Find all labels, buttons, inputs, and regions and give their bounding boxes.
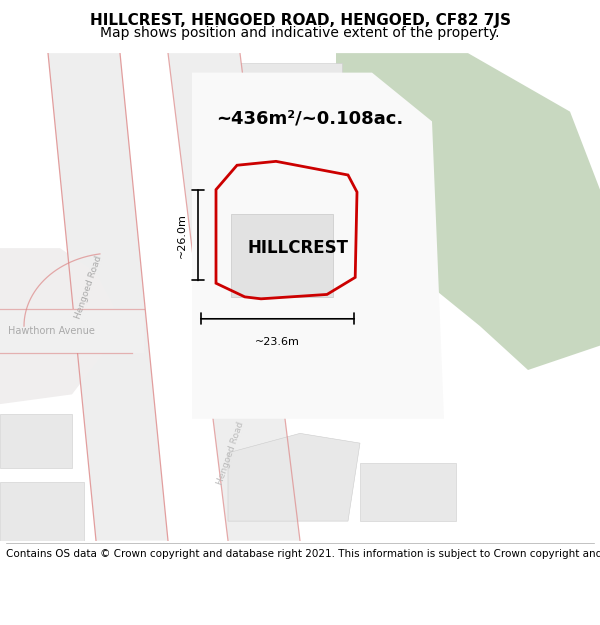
Text: Map shows position and indicative extent of the property.: Map shows position and indicative extent… <box>100 26 500 40</box>
Polygon shape <box>0 482 84 541</box>
Polygon shape <box>336 53 600 370</box>
Text: Hawthorn Avenue: Hawthorn Avenue <box>8 326 94 336</box>
Polygon shape <box>360 462 456 521</box>
Polygon shape <box>228 433 360 521</box>
Text: HILLCREST: HILLCREST <box>248 239 349 257</box>
Text: ~436m²/~0.108ac.: ~436m²/~0.108ac. <box>216 110 403 128</box>
Text: Hengoed Road: Hengoed Road <box>216 420 246 486</box>
Polygon shape <box>168 53 300 541</box>
Text: ~23.6m: ~23.6m <box>255 338 300 348</box>
Polygon shape <box>48 53 168 541</box>
Text: Contains OS data © Crown copyright and database right 2021. This information is : Contains OS data © Crown copyright and d… <box>6 549 600 559</box>
Text: Hengoed Road: Hengoed Road <box>74 254 104 320</box>
Polygon shape <box>0 414 72 468</box>
Polygon shape <box>0 248 114 404</box>
Polygon shape <box>204 63 342 121</box>
Text: ~26.0m: ~26.0m <box>177 213 187 258</box>
Polygon shape <box>0 309 144 353</box>
Polygon shape <box>192 72 444 419</box>
Text: HILLCREST, HENGOED ROAD, HENGOED, CF82 7JS: HILLCREST, HENGOED ROAD, HENGOED, CF82 7… <box>89 13 511 28</box>
Polygon shape <box>231 214 333 297</box>
